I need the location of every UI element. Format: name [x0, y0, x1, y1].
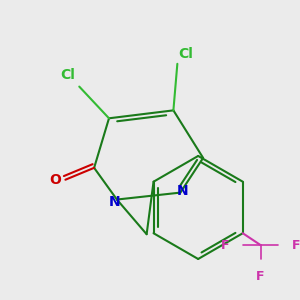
Text: N: N — [109, 194, 121, 208]
Text: N: N — [176, 184, 188, 198]
Text: O: O — [50, 173, 61, 187]
Text: F: F — [221, 238, 229, 252]
Text: Cl: Cl — [178, 47, 193, 61]
Text: Cl: Cl — [60, 68, 75, 82]
Text: F: F — [256, 270, 265, 283]
Text: F: F — [292, 238, 300, 252]
